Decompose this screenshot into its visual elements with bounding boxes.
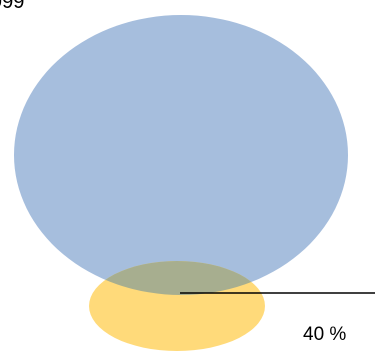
overlap-region xyxy=(89,261,265,295)
percent-label: 40 % xyxy=(303,324,347,345)
large-circle xyxy=(14,15,348,295)
year-label: 999 xyxy=(0,0,25,13)
